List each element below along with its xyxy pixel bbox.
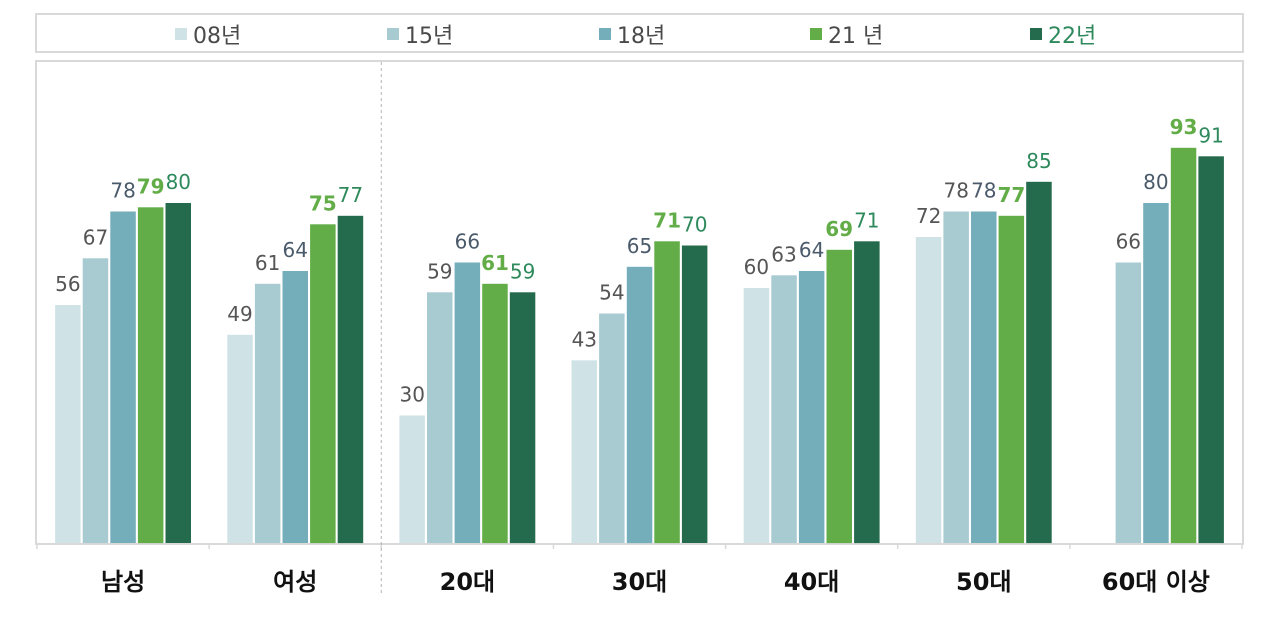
bar <box>1170 147 1197 544</box>
data-label: 80 <box>166 170 191 194</box>
data-label: 77 <box>997 183 1025 207</box>
legend-swatch <box>175 28 187 40</box>
data-label: 79 <box>137 174 165 198</box>
bar <box>310 224 336 544</box>
bar <box>482 283 508 544</box>
category-label: 50대 <box>956 568 1011 596</box>
legend-item-1: 08년 <box>175 22 241 49</box>
bar <box>82 258 109 544</box>
data-label: 61 <box>255 251 280 275</box>
legend-item-3: 18년 <box>599 22 665 49</box>
data-label: 59 <box>510 259 535 283</box>
data-label: 30 <box>399 383 424 407</box>
bar <box>1026 181 1052 544</box>
legend-item-4: 21 년 <box>810 22 883 49</box>
bar <box>1198 156 1224 544</box>
bar <box>399 415 425 543</box>
legend-label: 15년 <box>405 24 454 49</box>
bar <box>826 249 852 544</box>
data-label: 78 <box>943 179 968 203</box>
data-label: 70 <box>682 213 707 237</box>
bar <box>626 266 653 544</box>
data-label: 66 <box>455 230 480 254</box>
data-label: 85 <box>1026 149 1051 173</box>
data-label: 78 <box>110 179 135 203</box>
bar <box>1115 262 1142 543</box>
bar <box>454 262 481 543</box>
bar <box>771 275 797 544</box>
bar <box>282 271 308 543</box>
bar <box>1143 203 1169 543</box>
chart-legend: 08년 15년 18년 21 년 22년 <box>35 13 1244 53</box>
data-label: 64 <box>799 238 824 262</box>
bar <box>654 241 680 544</box>
bar <box>798 271 825 543</box>
bar <box>743 288 770 543</box>
legend-swatch <box>1030 28 1042 40</box>
bar <box>509 292 536 544</box>
data-label: 67 <box>83 225 108 249</box>
bar <box>227 334 253 544</box>
bar <box>971 211 997 543</box>
data-label: 65 <box>627 234 652 258</box>
legend-item-2: 15년 <box>387 22 453 49</box>
legend-label: 08년 <box>193 24 242 49</box>
data-label: 61 <box>481 251 509 275</box>
category-label: 30대 <box>612 568 667 596</box>
data-label: 75 <box>309 191 337 215</box>
data-label: 60 <box>744 255 769 279</box>
bar <box>599 313 625 543</box>
category-label: 60대 이상 <box>1102 568 1210 596</box>
legend-swatch <box>810 28 822 40</box>
bar <box>943 211 969 543</box>
bar <box>165 203 191 543</box>
bar <box>427 292 453 544</box>
category-label: 여성 <box>273 568 317 596</box>
data-label: 66 <box>1116 230 1141 254</box>
data-label: 54 <box>599 281 624 305</box>
legend-label: 18년 <box>617 24 666 49</box>
category-label: 남성 <box>101 568 145 596</box>
data-label: 77 <box>338 183 363 207</box>
legend-swatch <box>599 28 611 40</box>
bar <box>55 305 81 543</box>
legend-label: 22년 <box>1048 24 1097 49</box>
data-label: 78 <box>971 179 996 203</box>
data-label: 59 <box>427 259 452 283</box>
category-label: 20대 <box>440 568 495 596</box>
plot-area <box>35 60 1244 545</box>
data-label: 71 <box>653 208 681 232</box>
bar <box>254 283 281 544</box>
data-label: 72 <box>916 204 941 228</box>
data-label: 91 <box>1198 123 1223 147</box>
category-label: 40대 <box>784 568 839 596</box>
legend-item-5: 22년 <box>1030 22 1096 49</box>
data-label: 64 <box>282 238 307 262</box>
data-label: 69 <box>825 217 853 241</box>
data-label: 80 <box>1143 170 1168 194</box>
data-label: 93 <box>1170 115 1198 139</box>
bar <box>998 215 1025 544</box>
data-label: 56 <box>55 272 80 296</box>
data-label: 43 <box>572 327 597 351</box>
data-label: 63 <box>771 242 796 266</box>
bar <box>110 211 136 543</box>
legend-swatch <box>387 28 399 40</box>
bar <box>681 245 708 543</box>
data-label: 71 <box>854 208 879 232</box>
data-label: 49 <box>227 302 252 326</box>
bar <box>137 207 164 544</box>
legend-label: 21 년 <box>828 24 884 49</box>
bar <box>337 215 364 544</box>
bar <box>571 360 597 544</box>
bar <box>915 237 942 543</box>
bar <box>854 241 880 544</box>
